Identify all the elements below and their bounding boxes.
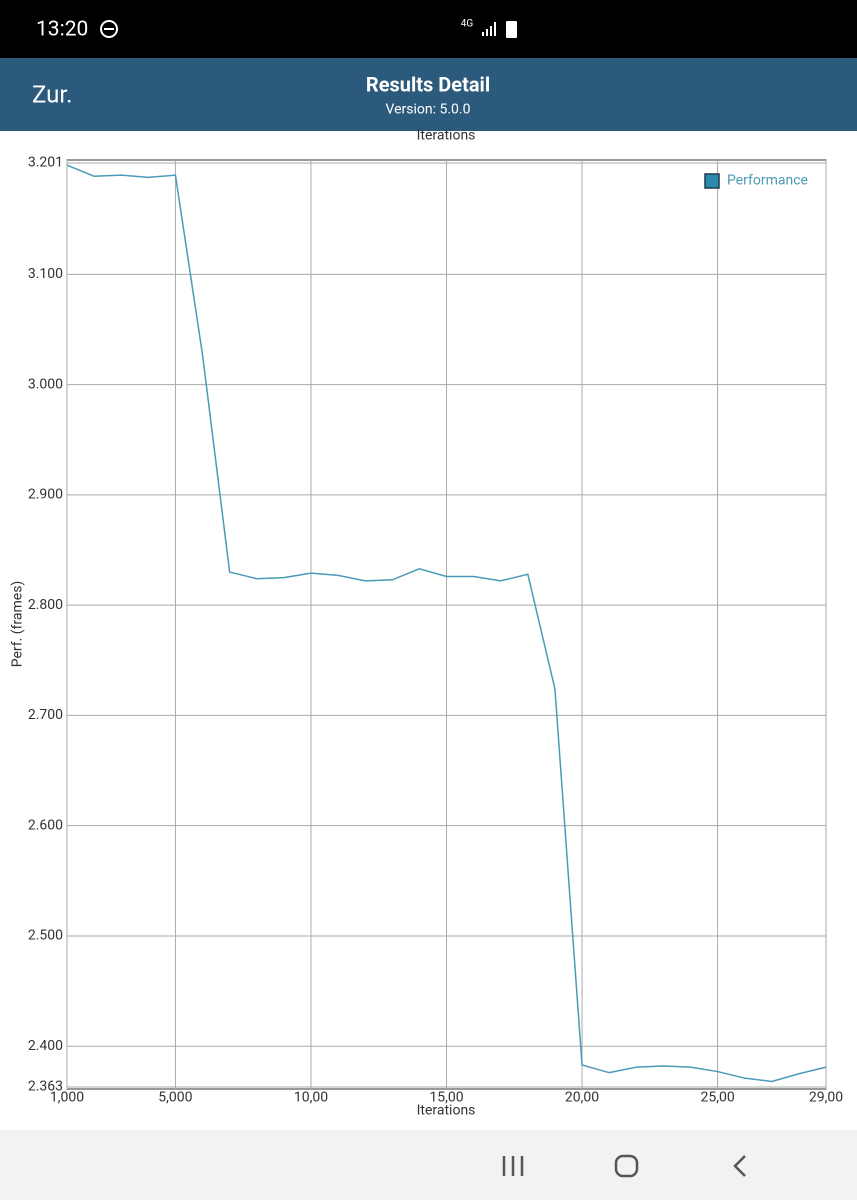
y-tick-label: 2.700 [28, 707, 63, 723]
y-tick-label: 3.201 [28, 155, 63, 171]
x-tick-label: 20,00 [565, 1090, 599, 1106]
home-button[interactable] [614, 1154, 639, 1178]
header-subtitle: Version: 5.0.0 [386, 102, 471, 118]
x-tick-label: 15,00 [429, 1090, 463, 1106]
app-header [0, 58, 857, 131]
legend-swatch [704, 173, 720, 189]
y-tick-label: 2.363 [28, 1079, 63, 1095]
y-axis-label: Perf. (frames) [10, 581, 26, 668]
x-tick-label: 10,00 [294, 1090, 328, 1106]
battery-icon [506, 21, 517, 38]
network: 4G [461, 19, 474, 30]
data-line [66, 164, 827, 1083]
legend-label: Performance [727, 173, 808, 189]
y-tick-label: 2.500 [28, 928, 63, 944]
back-button[interactable]: Zur. [32, 80, 72, 108]
back-nav-button[interactable] [733, 1155, 746, 1177]
dnd-icon [100, 20, 118, 38]
recents-button[interactable] [502, 1156, 524, 1176]
x-tick-label: 1,000 [50, 1090, 84, 1106]
y-tick-label: 2.900 [28, 487, 63, 503]
y-tick-label: 3.000 [28, 376, 63, 392]
header-title: Results Detail [366, 72, 490, 96]
nav-bar [0, 1130, 857, 1200]
x-axis-label: Iterations [417, 1103, 476, 1119]
y-tick-label: 2.400 [28, 1038, 63, 1054]
x-tick-label: 29,00 [809, 1090, 843, 1106]
x-tick-label: 5,000 [158, 1090, 192, 1106]
status-bar [0, 0, 857, 58]
y-tick-label: 3.100 [28, 266, 63, 282]
x-tick-label: 25,00 [700, 1090, 734, 1106]
time: 13:20 [36, 18, 88, 42]
y-tick-label: 2.800 [28, 597, 63, 613]
signal-icon [482, 22, 496, 36]
y-tick-label: 2.600 [28, 817, 63, 833]
x-axis-label-top: Iterations [417, 128, 476, 144]
